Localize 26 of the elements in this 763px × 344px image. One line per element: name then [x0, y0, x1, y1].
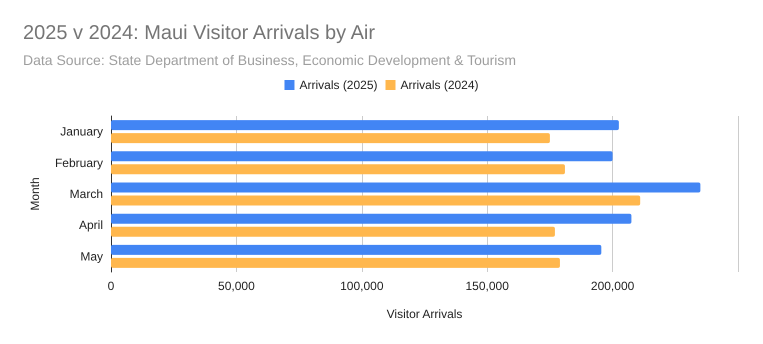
- x-axis-title: Visitor Arrivals: [386, 307, 462, 321]
- bar: [111, 164, 565, 174]
- bar: [111, 120, 619, 130]
- bar: [111, 151, 613, 162]
- y-tick-label: May: [80, 249, 103, 264]
- y-axis-title: Month: [28, 177, 42, 211]
- y-tick-label: March: [70, 187, 103, 201]
- y-tick-label: February: [54, 156, 103, 170]
- bar: [111, 258, 560, 268]
- legend-label: Arrivals (2025): [299, 78, 378, 92]
- bar: [111, 133, 550, 144]
- chart-title: 2025 v 2024: Maui Visitor Arrivals by Air: [23, 22, 376, 44]
- bar: [111, 214, 632, 224]
- chart-subtitle: Data Source: State Department of Business, Economic Development & Tourism: [23, 52, 516, 68]
- y-tick-label: April: [78, 218, 103, 232]
- bar: [111, 226, 555, 237]
- bar: [111, 182, 700, 192]
- bar: [111, 196, 640, 206]
- y-tick-label: January: [60, 124, 103, 139]
- x-tick-label: 0: [108, 279, 115, 293]
- x-tick-label: 150,000: [466, 279, 510, 293]
- x-tick-label: 200,000: [590, 279, 635, 293]
- x-tick-label: 100,000: [340, 279, 384, 293]
- x-tick-label: 50,000: [218, 279, 256, 293]
- legend-label: Arrivals (2024): [400, 78, 479, 92]
- bar: [111, 244, 602, 255]
